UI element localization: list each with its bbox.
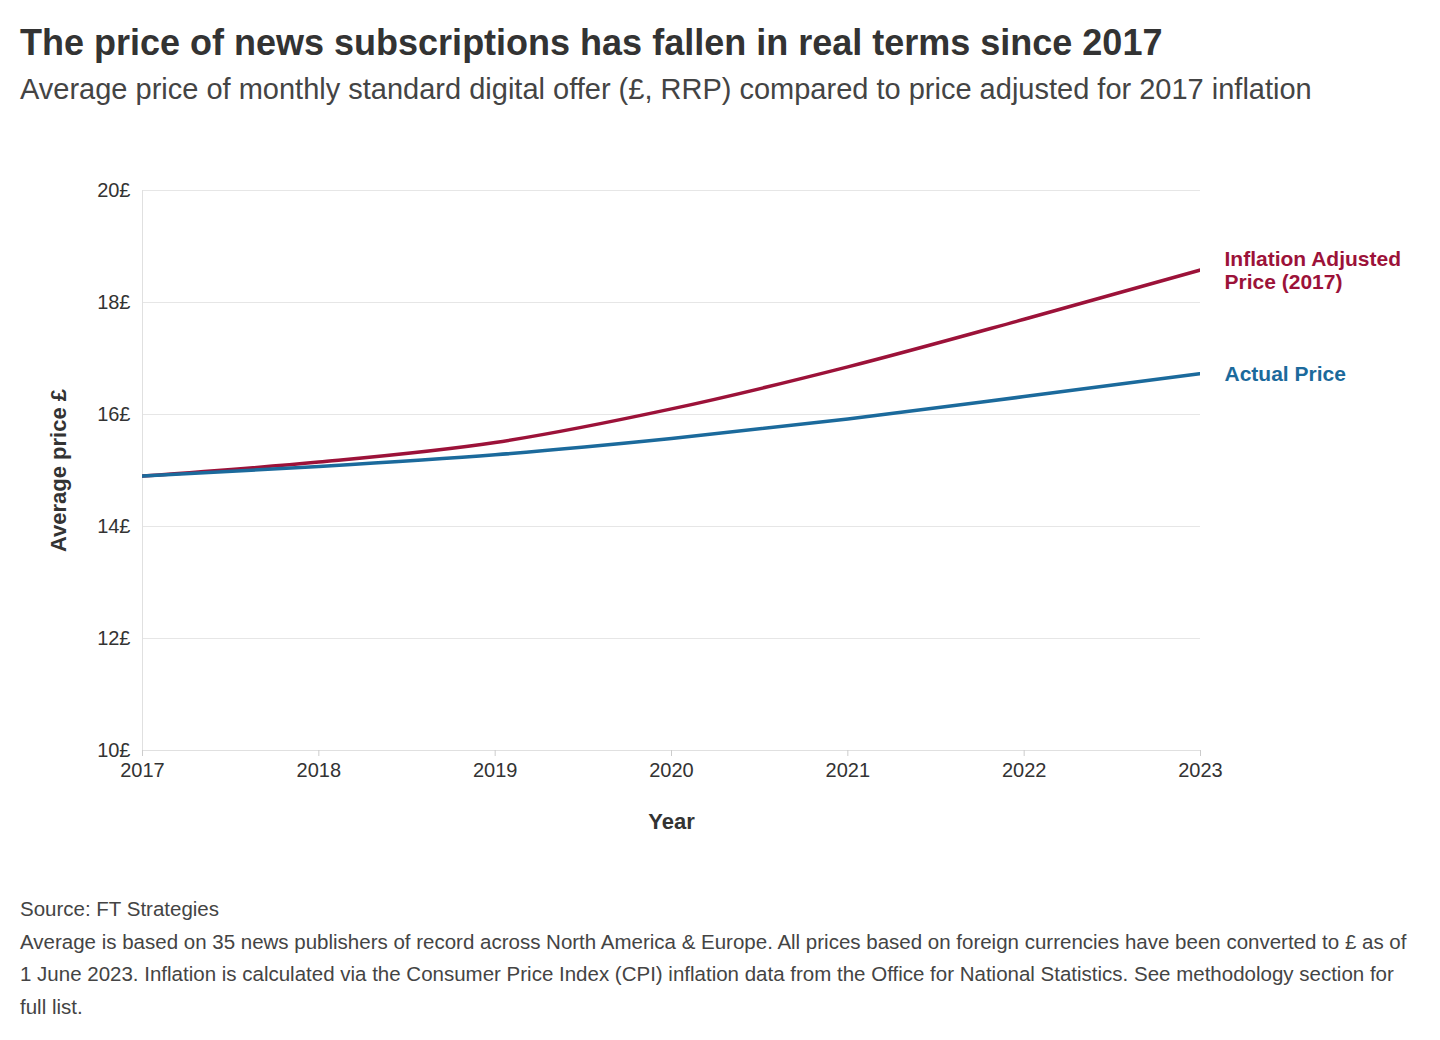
html-text:Average price of monthly stand: Average price of monthly standard digita… xyxy=(20,73,1312,105)
html-text:The price of news subscription: The price of news subscriptions has fall… xyxy=(20,22,1163,63)
svg-text:18£: 18£ xyxy=(97,291,130,313)
svg-text:2018: 2018 xyxy=(297,759,342,781)
svg-text:2020: 2020 xyxy=(649,759,694,781)
svg-text:Actual Price: Actual Price xyxy=(1225,362,1346,385)
svg-text:Inflation AdjustedPrice (2017): Inflation AdjustedPrice (2017) xyxy=(1225,247,1402,293)
svg-text:12£: 12£ xyxy=(97,627,130,649)
svg-text:14£: 14£ xyxy=(97,515,130,537)
svg-text:2023: 2023 xyxy=(1178,759,1223,781)
svg-text:20£: 20£ xyxy=(97,179,130,201)
svg-text:2022: 2022 xyxy=(1002,759,1047,781)
svg-text:Average price £: Average price £ xyxy=(46,388,71,552)
html-text:Average is based on 35 news pu: Average is based on 35 news publishers o… xyxy=(20,929,1407,1018)
svg-text:2021: 2021 xyxy=(826,759,871,781)
svg-text:2017: 2017 xyxy=(120,759,165,781)
html-text:Source: FT Strategies: Source: FT Strategies xyxy=(20,897,219,920)
svg-text:16£: 16£ xyxy=(97,403,130,425)
svg-text:Year: Year xyxy=(648,809,695,834)
svg-text:2019: 2019 xyxy=(473,759,517,781)
svg-text:10£: 10£ xyxy=(97,739,130,761)
